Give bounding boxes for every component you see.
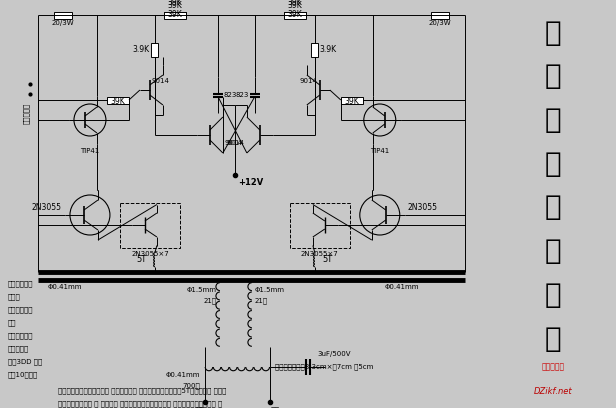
Text: Φ0.41mm: Φ0.41mm [385, 284, 419, 290]
Bar [152, 43, 158, 57]
Text: 9014: 9014 [225, 140, 243, 146]
Text: 本鱼机是传统的电鱼机电路 很容易做成功 一般的鱼机都没有二个5T和下沉线圈 它的作: 本鱼机是传统的电鱼机电路 很容易做成功 一般的鱼机都没有二个5T和下沉线圈 它的… [58, 387, 226, 394]
Text: 9014: 9014 [152, 78, 170, 84]
Text: 3.9K: 3.9K [320, 46, 337, 55]
Text: 本机对管设计: 本机对管设计 [8, 280, 33, 286]
Text: 2N3055×7: 2N3055×7 [131, 251, 169, 257]
Text: 电子开发区: 电子开发区 [541, 363, 564, 372]
Text: 2N3055×7: 2N3055×7 [301, 251, 339, 257]
Text: 2N3055: 2N3055 [32, 202, 62, 211]
Text: 700匹: 700匹 [182, 382, 200, 388]
Text: 9014: 9014 [300, 78, 318, 84]
Text: Φ1.5mm: Φ1.5mm [187, 287, 217, 293]
Text: 39K: 39K [168, 10, 182, 19]
Bar [284, 11, 306, 18]
Text: 谐: 谐 [545, 150, 561, 178]
Bar [431, 11, 448, 18]
Text: 机: 机 [545, 325, 561, 353]
Text: 荡: 荡 [545, 237, 561, 265]
Text: 39K: 39K [288, 10, 302, 19]
Text: 20/3W: 20/3W [52, 20, 75, 26]
Text: 3.9K: 3.9K [133, 46, 150, 55]
Text: 的管: 的管 [8, 319, 17, 326]
Text: DZikf.net: DZikf.net [533, 387, 572, 396]
Text: 5T: 5T [323, 255, 333, 264]
Text: 5T: 5T [137, 255, 147, 264]
Bar [164, 12, 186, 18]
Text: 用安数大的管: 用安数大的管 [8, 332, 33, 339]
Text: TIP41: TIP41 [80, 148, 100, 154]
Text: 39K: 39K [168, 0, 182, 7]
Text: 39K: 39K [288, 0, 302, 7]
Text: Φ1.5mm: Φ1.5mm [255, 287, 285, 293]
Bar [164, 11, 186, 18]
Text: 最好用安数大: 最好用安数大 [8, 306, 33, 313]
Text: 振: 振 [545, 193, 561, 222]
Text: 机电与开关: 机电与开关 [23, 103, 30, 124]
Bar [341, 97, 363, 104]
Bar [107, 97, 129, 104]
Text: 39K: 39K [168, 0, 182, 9]
Text: +12V: +12V [238, 178, 263, 187]
Text: 39K: 39K [344, 97, 359, 106]
Text: 21匹: 21匹 [204, 297, 217, 304]
Text: 2N3055: 2N3055 [408, 202, 438, 211]
Text: 823: 823 [235, 92, 249, 98]
Text: 21匹: 21匹 [255, 297, 268, 304]
Text: 39K: 39K [288, 0, 302, 9]
Text: Φ0.41mm: Φ0.41mm [165, 372, 200, 378]
Text: 功率就越大: 功率就越大 [8, 345, 29, 352]
Text: 39K: 39K [110, 97, 125, 106]
Text: 用是使管深度饱和 和 深度截止 这可以加大鱼机的负载能力 如果没有加下沉线绕的 加: 用是使管深度饱和 和 深度截止 这可以加大鱼机的负载能力 如果没有加下沉线绕的 … [58, 400, 222, 407]
Text: 9014: 9014 [227, 140, 245, 146]
Text: 鱼斗: 鱼斗 [270, 406, 280, 408]
Text: 20/3W: 20/3W [429, 20, 451, 26]
Text: 一辰10个为好: 一辰10个为好 [8, 371, 38, 378]
Text: 鱼: 鱼 [545, 281, 561, 309]
Text: Φ0.41mm: Φ0.41mm [48, 284, 83, 290]
Text: 传: 传 [545, 19, 561, 47]
Text: 么要求: 么要求 [8, 293, 21, 299]
Bar [284, 12, 306, 18]
Text: 多: 多 [545, 106, 561, 134]
Bar [54, 11, 72, 18]
Text: 硬锂片鐵芯：长8.3cm×厙7cm 厚5cm: 硬锂片鐵芯：长8.3cm×厙7cm 厚5cm [275, 364, 373, 370]
Text: TIP41: TIP41 [370, 148, 389, 154]
Text: 823: 823 [224, 92, 237, 98]
Text: 3uF/500V: 3uF/500V [318, 351, 351, 357]
Text: 统: 统 [545, 62, 561, 90]
Text: 如用3DD 最好: 如用3DD 最好 [8, 358, 43, 365]
Text: 电笔: 电笔 [195, 406, 205, 408]
Bar [311, 43, 318, 57]
